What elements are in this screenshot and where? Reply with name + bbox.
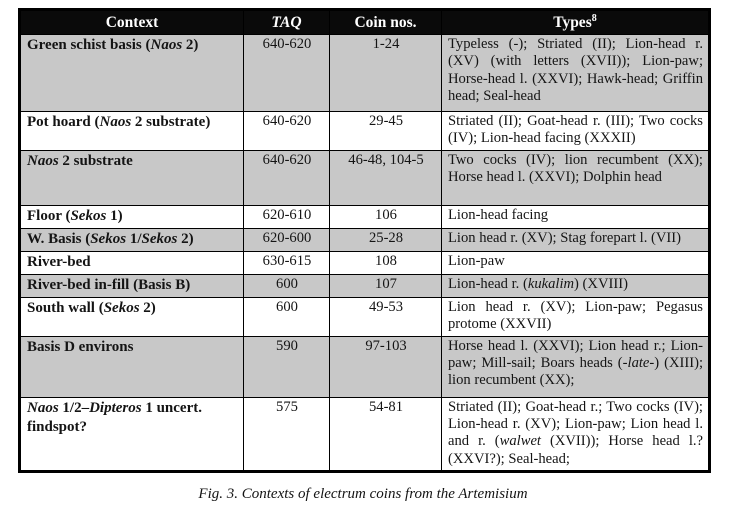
coin-nos-cell: 107: [329, 273, 442, 298]
taq-cell: 640-620: [243, 149, 330, 206]
coin-nos-cell: 46-48, 104-5: [329, 149, 442, 206]
types-footnote-marker: 8: [591, 12, 597, 24]
coin-nos-cell: 29-45: [329, 111, 442, 151]
coin-nos-cell: 49-53: [329, 296, 442, 337]
table-row: Naos 1/2–Dipteros 1 uncert. findspot? 575…: [19, 396, 710, 473]
taq-cell: 590: [243, 335, 330, 398]
table-row: River-bed in-fill (Basis B) 600 107 Lion-he…: [19, 273, 710, 298]
context-cell: Floor (Sekos 1): [19, 204, 244, 229]
coin-nos-cell: 106: [329, 204, 442, 229]
table-row: W. Basis (Sekos 1/Sekos 2) 620-600 25-28 Li…: [19, 227, 710, 252]
coin-nos-cell: 97-103: [329, 335, 442, 398]
coin-contexts-table: Context TAQ Coin nos. Types8 Green schis…: [18, 8, 711, 474]
context-cell: Naos 1/2–Dipteros 1 uncert. findspot?: [19, 396, 244, 473]
table-body: Green schist basis (Naos 2) 640-620 1-24 Ty…: [19, 34, 710, 473]
header-coin-nos: Coin nos.: [329, 9, 442, 35]
types-cell: Striated (II); Goat-head r.; Two cocks (…: [441, 396, 710, 473]
context-cell: Green schist basis (Naos 2): [19, 34, 244, 112]
context-cell: Basis D environs: [19, 335, 244, 398]
types-cell: Horse head l. (XXVI); Lion head r.; Lion…: [441, 335, 710, 398]
table-header: Context TAQ Coin nos. Types8: [19, 9, 710, 35]
header-taq: TAQ: [243, 9, 330, 35]
context-cell: River-bed: [19, 250, 244, 275]
table-row: Basis D environs 590 97-103 Horse head l. (…: [19, 335, 710, 398]
table-row: Naos 2 substrate 640-620 46-48, 104-5 Two c…: [19, 149, 710, 206]
context-cell: Pot hoard (Naos 2 substrate): [19, 111, 244, 151]
taq-cell: 620-600: [243, 227, 330, 252]
taq-cell: 620-610: [243, 204, 330, 229]
table-row: Pot hoard (Naos 2 substrate) 640-620 29-45…: [19, 111, 710, 151]
taq-cell: 575: [243, 396, 330, 473]
table-row: Floor (Sekos 1) 620-610 106 Lion-head facin…: [19, 204, 710, 229]
header-row: Context TAQ Coin nos. Types8: [19, 9, 710, 35]
types-cell: Lion head r. (XV); Stag forepart l. (VII…: [441, 227, 710, 252]
types-cell: Lion-paw: [441, 250, 710, 275]
context-cell: River-bed in-fill (Basis B): [19, 273, 244, 298]
types-cell: Two cocks (IV); lion recumbent (XX); Hor…: [441, 149, 710, 206]
header-types-label: Types: [553, 13, 592, 31]
taq-cell: 640-620: [243, 34, 330, 112]
header-context: Context: [19, 9, 244, 35]
context-cell: Naos 2 substrate: [19, 149, 244, 206]
header-types: Types8: [441, 9, 710, 35]
context-cell: South wall (Sekos 2): [19, 296, 244, 337]
taq-cell: 600: [243, 296, 330, 337]
taq-cell: 600: [243, 273, 330, 298]
table-row: South wall (Sekos 2) 600 49-53 Lion head r.…: [19, 296, 710, 337]
coin-nos-cell: 108: [329, 250, 442, 275]
taq-cell: 630-615: [243, 250, 330, 275]
coin-nos-cell: 25-28: [329, 227, 442, 252]
coin-nos-cell: 1-24: [329, 34, 442, 112]
types-cell: Lion-head r. (kukalim) (XVIII): [441, 273, 710, 298]
types-cell: Typeless (-); Striated (II); Lion-head r…: [441, 34, 710, 112]
types-cell: Striated (II); Goat-head r. (III); Two c…: [441, 111, 710, 151]
table-row: Green schist basis (Naos 2) 640-620 1-24 Ty…: [19, 34, 710, 112]
coin-nos-cell: 54-81: [329, 396, 442, 473]
context-cell: W. Basis (Sekos 1/Sekos 2): [19, 227, 244, 252]
taq-cell: 640-620: [243, 111, 330, 151]
types-cell: Lion-head facing: [441, 204, 710, 229]
types-cell: Lion head r. (XV); Lion-paw; Pegasus pro…: [441, 296, 710, 337]
figure-caption: Fig. 3. Contexts of electrum coins from …: [198, 486, 528, 502]
table-row: River-bed 630-615 108 Lion-paw: [19, 250, 710, 275]
